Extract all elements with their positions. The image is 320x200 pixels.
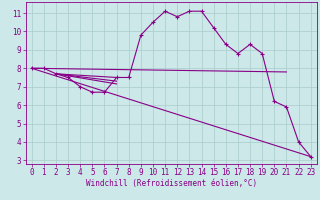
X-axis label: Windchill (Refroidissement éolien,°C): Windchill (Refroidissement éolien,°C)	[86, 179, 257, 188]
